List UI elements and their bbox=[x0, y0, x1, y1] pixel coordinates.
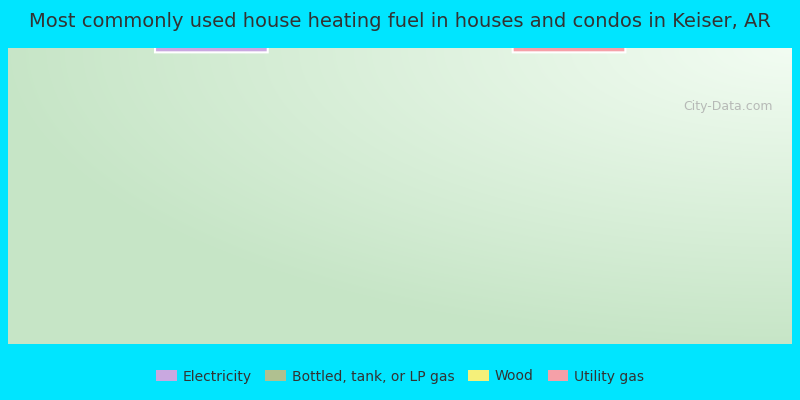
Wedge shape bbox=[510, 7, 626, 52]
Wedge shape bbox=[501, 0, 620, 29]
Text: Most commonly used house heating fuel in houses and condos in Keiser, AR: Most commonly used house heating fuel in… bbox=[29, 12, 771, 31]
Text: City-Data.com: City-Data.com bbox=[683, 100, 773, 113]
Wedge shape bbox=[456, 0, 603, 6]
Legend: Electricity, Bottled, tank, or LP gas, Wood, Utility gas: Electricity, Bottled, tank, or LP gas, W… bbox=[150, 364, 650, 389]
Wedge shape bbox=[155, 0, 516, 52]
